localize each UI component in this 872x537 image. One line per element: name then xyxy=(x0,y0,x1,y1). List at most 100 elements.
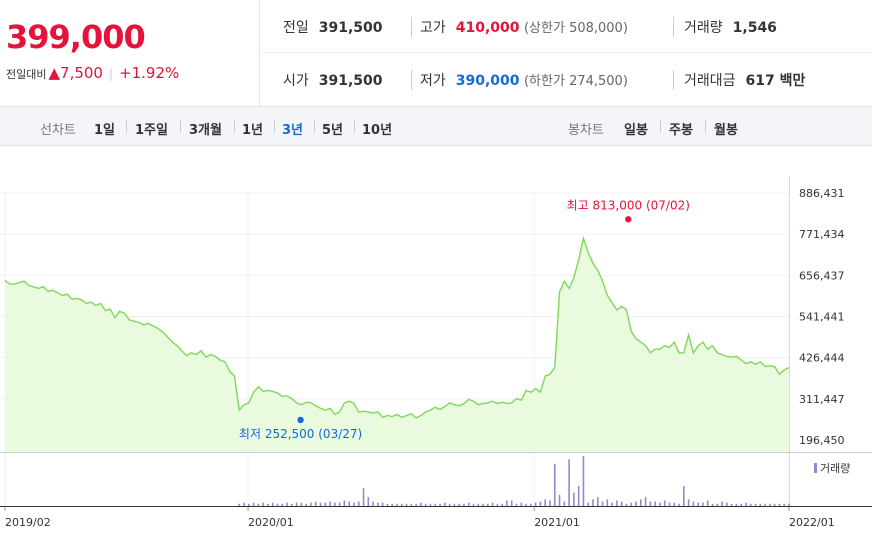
volume-bar xyxy=(726,502,728,506)
volume-bar xyxy=(678,503,680,506)
open-value: 391,500 xyxy=(318,73,383,89)
volume-bar xyxy=(620,501,623,506)
volume-bar xyxy=(257,503,260,506)
volume-bar xyxy=(472,503,475,506)
volume-bar xyxy=(305,503,307,506)
volume-bar xyxy=(415,503,417,506)
price-box: 399,000 전일대비 ▲7,500 | +1.92% xyxy=(0,0,260,107)
volume-bar xyxy=(271,502,274,506)
price-line xyxy=(4,235,790,419)
quote-row-2: 시가 391,500 저가 390,000 (하한가 274,500) 거래대금 61… xyxy=(261,53,872,106)
divider xyxy=(274,120,275,133)
volume-bar xyxy=(740,503,742,506)
volume-bar xyxy=(644,497,647,506)
volume-bar xyxy=(783,503,786,506)
volume-bar xyxy=(238,503,241,506)
volume-bar xyxy=(534,502,537,506)
volume-bar xyxy=(668,502,671,506)
volume-bar xyxy=(706,500,709,506)
volume-bar xyxy=(324,502,327,506)
volume-bar xyxy=(429,503,432,506)
volume-bar xyxy=(553,463,556,506)
candle-daily[interactable]: 일봉 xyxy=(624,123,648,138)
x-tick-label: 2021/01 xyxy=(534,516,580,529)
volume-bar xyxy=(467,502,470,506)
x-tick-label: 2022/01 xyxy=(789,516,835,529)
volume-bar xyxy=(649,501,652,506)
period-1y[interactable]: 1년 xyxy=(242,123,264,138)
volume-bar xyxy=(563,501,566,506)
volume-bar xyxy=(659,502,661,506)
x-tick-label: 2019/02 xyxy=(5,516,51,529)
volume-bar xyxy=(582,456,585,506)
volume-bar xyxy=(683,486,685,506)
volume-bar xyxy=(530,503,532,506)
period-5y[interactable]: 5년 xyxy=(322,123,344,138)
volume-bar xyxy=(338,502,341,506)
volume-bar xyxy=(616,500,618,506)
min-label: 최저 252,500 (03/27) xyxy=(239,427,362,441)
volume-bar xyxy=(295,502,298,506)
candle-monthly[interactable]: 월봉 xyxy=(714,123,738,138)
volume-bar xyxy=(596,497,599,506)
period-10y[interactable]: 10년 xyxy=(362,123,393,138)
volume-value: 1,546 xyxy=(732,20,777,36)
change-percent: +1.92% xyxy=(119,64,180,82)
divider xyxy=(660,120,661,133)
period-3y[interactable]: 3년 xyxy=(282,123,304,138)
volume-bar xyxy=(314,501,317,506)
high-label: 고가 xyxy=(420,20,446,36)
prev-close: 전일 391,500 xyxy=(283,17,383,37)
volume-bar xyxy=(745,502,747,506)
volume-bar xyxy=(539,501,542,506)
volume-bar xyxy=(267,503,269,506)
volume-legend-swatch xyxy=(814,463,817,473)
y-tick-label: 886,431 xyxy=(799,187,845,200)
volume-bar xyxy=(348,501,350,506)
current-price: 399,000 xyxy=(6,18,146,56)
volume-bar xyxy=(558,494,561,506)
volume-bar xyxy=(749,503,752,506)
high-value: 410,000 xyxy=(455,20,520,36)
period-1d[interactable]: 1일 xyxy=(94,123,116,138)
candle-weekly[interactable]: 주봉 xyxy=(669,123,693,138)
volume-bar xyxy=(625,503,628,506)
volume-bar xyxy=(381,502,384,506)
candle-chart-title: 봉차트 xyxy=(568,123,604,138)
volume-bar xyxy=(491,502,494,506)
volume-bar xyxy=(357,501,360,506)
volume-bar xyxy=(611,502,613,506)
volume-bar xyxy=(759,503,762,506)
volume-bar xyxy=(506,500,508,506)
volume-bar xyxy=(778,503,781,506)
change-summary: 전일대비 ▲7,500 | +1.92% xyxy=(6,64,179,82)
volume-bar xyxy=(754,503,757,506)
volume-bar xyxy=(276,503,279,506)
volume-bar xyxy=(377,502,379,506)
volume-bar xyxy=(353,502,355,506)
volume-bar xyxy=(400,503,403,506)
divider: | xyxy=(108,67,114,81)
volume-bar xyxy=(310,502,312,506)
volume-bar xyxy=(587,502,590,506)
change-value: 7,500 xyxy=(60,64,103,82)
period-3m[interactable]: 3개월 xyxy=(189,123,222,138)
volume-bar xyxy=(544,499,546,506)
high: 고가 410,000 (상한가 508,000) xyxy=(411,17,628,37)
min-marker xyxy=(297,416,304,424)
volume-bar xyxy=(386,503,389,506)
volume-bar xyxy=(702,502,704,506)
volume-bar xyxy=(463,503,465,506)
volume-bar xyxy=(716,503,719,506)
volume-bar xyxy=(692,501,695,506)
period-1w[interactable]: 1주일 xyxy=(135,123,168,138)
volume-bar xyxy=(367,497,370,506)
y-tick-label: 541,441 xyxy=(799,311,845,324)
lower-limit: (하한가 274,500) xyxy=(523,74,628,89)
volume-bar xyxy=(343,500,346,506)
volume-bar xyxy=(286,502,288,506)
prev-close-value: 391,500 xyxy=(318,20,383,36)
volume-bar xyxy=(592,499,594,506)
quote-panel: 399,000 전일대비 ▲7,500 | +1.92% 전일 391,500 고가 41… xyxy=(0,0,872,107)
volume-bar xyxy=(654,501,656,506)
